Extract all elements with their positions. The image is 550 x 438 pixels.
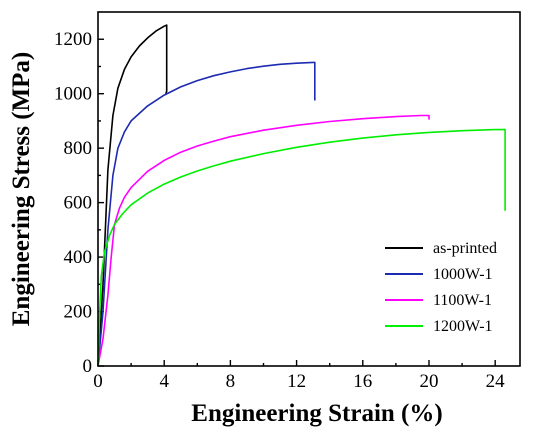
- legend-label: 1100W-1: [433, 292, 492, 309]
- series-line-as-printed: [97, 24, 168, 367]
- y-tick-label: 200: [64, 302, 93, 323]
- x-tick-label: 8: [226, 371, 236, 392]
- x-tick-label: 20: [419, 371, 438, 392]
- plot-series: [97, 24, 506, 367]
- legend-label: 1200W-1: [433, 318, 493, 335]
- y-tick-label: 0: [83, 356, 93, 377]
- x-tick-label: 12: [287, 371, 306, 392]
- series-line-1200w-1: [97, 128, 506, 367]
- x-tick-label: 16: [353, 371, 372, 392]
- y-tick-label: 600: [64, 193, 93, 214]
- legend-label: as-printed: [433, 240, 497, 257]
- y-tick-label: 1000: [54, 84, 92, 105]
- plot-frame: [97, 11, 521, 367]
- legend: as-printed 1000W-1 1100W-1 1200W-1: [385, 240, 497, 335]
- x-tick-label: 24: [486, 371, 506, 392]
- y-axis-title: Engineering Stress (MPa): [8, 52, 35, 327]
- y-tick-label: 400: [64, 247, 93, 268]
- legend-label: 1000W-1: [433, 266, 493, 283]
- y-tick-label: 800: [64, 138, 93, 159]
- x-axis-title: Engineering Strain (%): [191, 400, 442, 427]
- series-line-1100w-1: [97, 114, 430, 367]
- x-tick-label: 0: [93, 371, 103, 392]
- x-tick-label: 4: [159, 371, 169, 392]
- series-line-1000w-1: [97, 61, 316, 367]
- y-tick-label: 1200: [54, 29, 92, 50]
- axis-ticks: 0 4 8 12 16 20 24 0 200 400 600 800 1000 1200: [54, 29, 505, 392]
